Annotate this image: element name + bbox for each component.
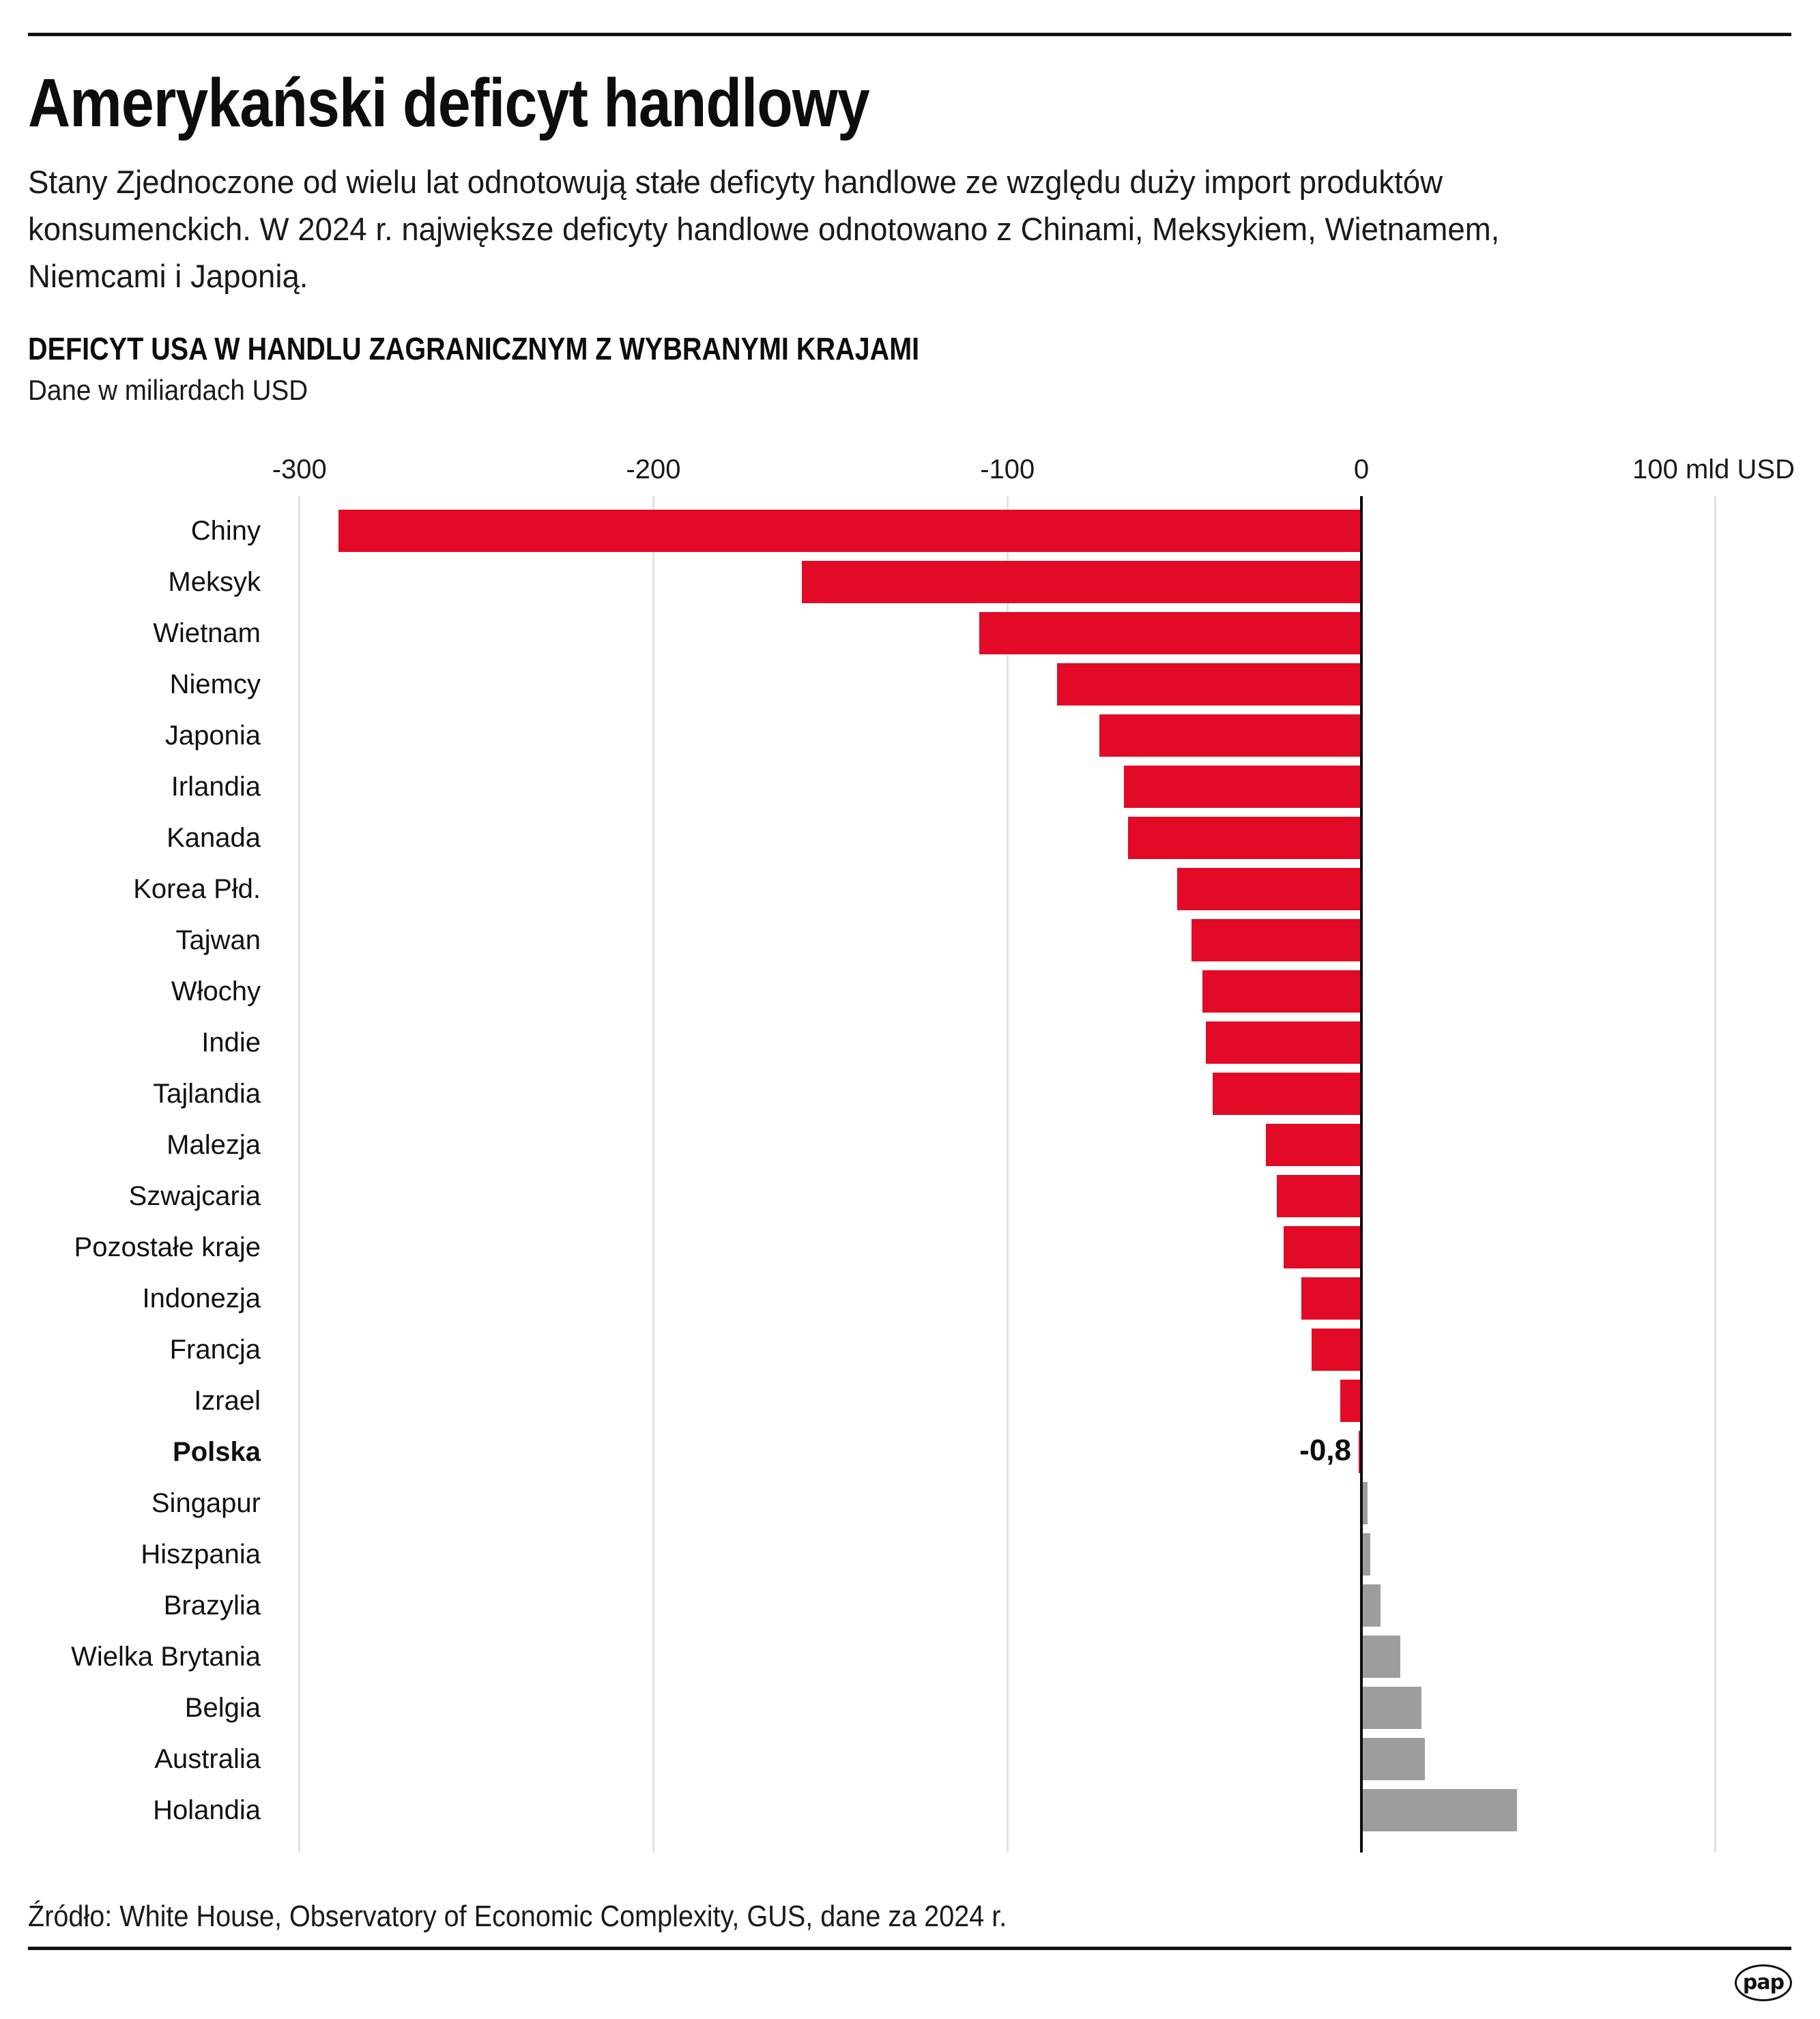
x-tick-label: 0 <box>1353 454 1370 484</box>
gridline <box>298 496 301 1853</box>
bar <box>1202 970 1361 1013</box>
bar <box>979 612 1361 654</box>
bar <box>1124 766 1361 808</box>
chart-subtitle: Dane w miliardach USD <box>28 374 308 406</box>
category-label: Belgia <box>184 1693 261 1723</box>
category-label: Tajwan <box>175 925 261 955</box>
bar <box>1312 1328 1361 1371</box>
x-tick-label: -200 <box>626 454 681 484</box>
bar <box>1363 1738 1426 1780</box>
lead-line: Stany Zjednoczone od wielu lat odnotowuj… <box>28 164 1443 200</box>
pap-logo-icon: pap <box>1735 1964 1792 2001</box>
bar <box>1127 817 1361 859</box>
category-label: Australia <box>154 1744 261 1774</box>
bar <box>1276 1175 1361 1217</box>
x-tick-label: 100 mld USD <box>1632 454 1795 484</box>
category-label: Brazylia <box>163 1590 261 1621</box>
gridline <box>1714 496 1717 1853</box>
category-label: Tajlandia <box>153 1079 261 1109</box>
bar <box>1213 1073 1361 1115</box>
category-label: Francja <box>169 1335 261 1365</box>
category-label: Izrael <box>194 1386 261 1416</box>
category-label: Malezja <box>167 1130 261 1160</box>
bar <box>1191 919 1361 961</box>
category-label: Indie <box>201 1028 261 1058</box>
lead-line: Niemcami i Japonią. <box>28 258 308 294</box>
bar <box>1363 1482 1368 1524</box>
logo-text: pap <box>1742 1971 1785 1994</box>
lead-line: konsumenckich. W 2024 r. największe defi… <box>28 211 1500 247</box>
bar <box>1301 1277 1361 1320</box>
category-label: Polska <box>173 1437 261 1467</box>
category-label: Szwajcaria <box>128 1181 261 1211</box>
category-label: Kanada <box>167 823 261 853</box>
category-label: Meksyk <box>168 567 261 597</box>
x-tick-label: -100 <box>980 454 1035 484</box>
lead-paragraph: Stany Zjednoczone od wielu lat odnotowuj… <box>28 158 1545 300</box>
category-label: Wietnam <box>153 618 261 648</box>
category-label: Niemcy <box>169 669 261 699</box>
zero-line <box>1360 496 1363 1853</box>
category-label: Japonia <box>164 721 261 751</box>
source-note: Źródło: White House, Observatory of Econ… <box>28 1900 1007 1933</box>
bar <box>1363 1636 1401 1678</box>
bar <box>1265 1124 1361 1166</box>
category-label: Włochy <box>171 976 261 1006</box>
page-title: Amerykański deficyt handlowy <box>28 65 870 141</box>
gridline <box>652 496 654 1853</box>
category-label: Indonezja <box>142 1283 261 1313</box>
bar <box>1177 868 1361 910</box>
category-label: Chiny <box>190 516 261 546</box>
bar <box>802 561 1361 603</box>
data-label: -0,8 <box>1299 1434 1351 1467</box>
category-label: Korea Płd. <box>133 874 261 904</box>
chart-title: DEFICYT USA W HANDLU ZAGRANICZNYM Z WYBR… <box>28 331 920 366</box>
bar <box>1363 1789 1518 1831</box>
bar <box>1363 1533 1371 1575</box>
bar <box>1099 714 1361 757</box>
category-label: Irlandia <box>171 772 261 802</box>
gridline <box>1006 496 1009 1853</box>
bar <box>1056 663 1361 706</box>
x-tick-label: -300 <box>272 454 327 484</box>
category-label: Hiszpania <box>141 1539 261 1569</box>
bar <box>338 510 1361 552</box>
bar <box>1363 1687 1422 1729</box>
category-label: Singapur <box>151 1488 261 1518</box>
bar <box>1363 1584 1381 1627</box>
bar <box>1340 1380 1361 1422</box>
category-label: Pozostałe kraje <box>74 1232 261 1262</box>
bar <box>1283 1226 1361 1268</box>
bar <box>1358 1431 1361 1473</box>
bar <box>1205 1021 1361 1064</box>
top-rule <box>28 33 1791 36</box>
category-label: Wielka Brytania <box>71 1642 261 1672</box>
bottom-rule <box>28 1947 1791 1950</box>
category-label: Holandia <box>153 1795 261 1825</box>
